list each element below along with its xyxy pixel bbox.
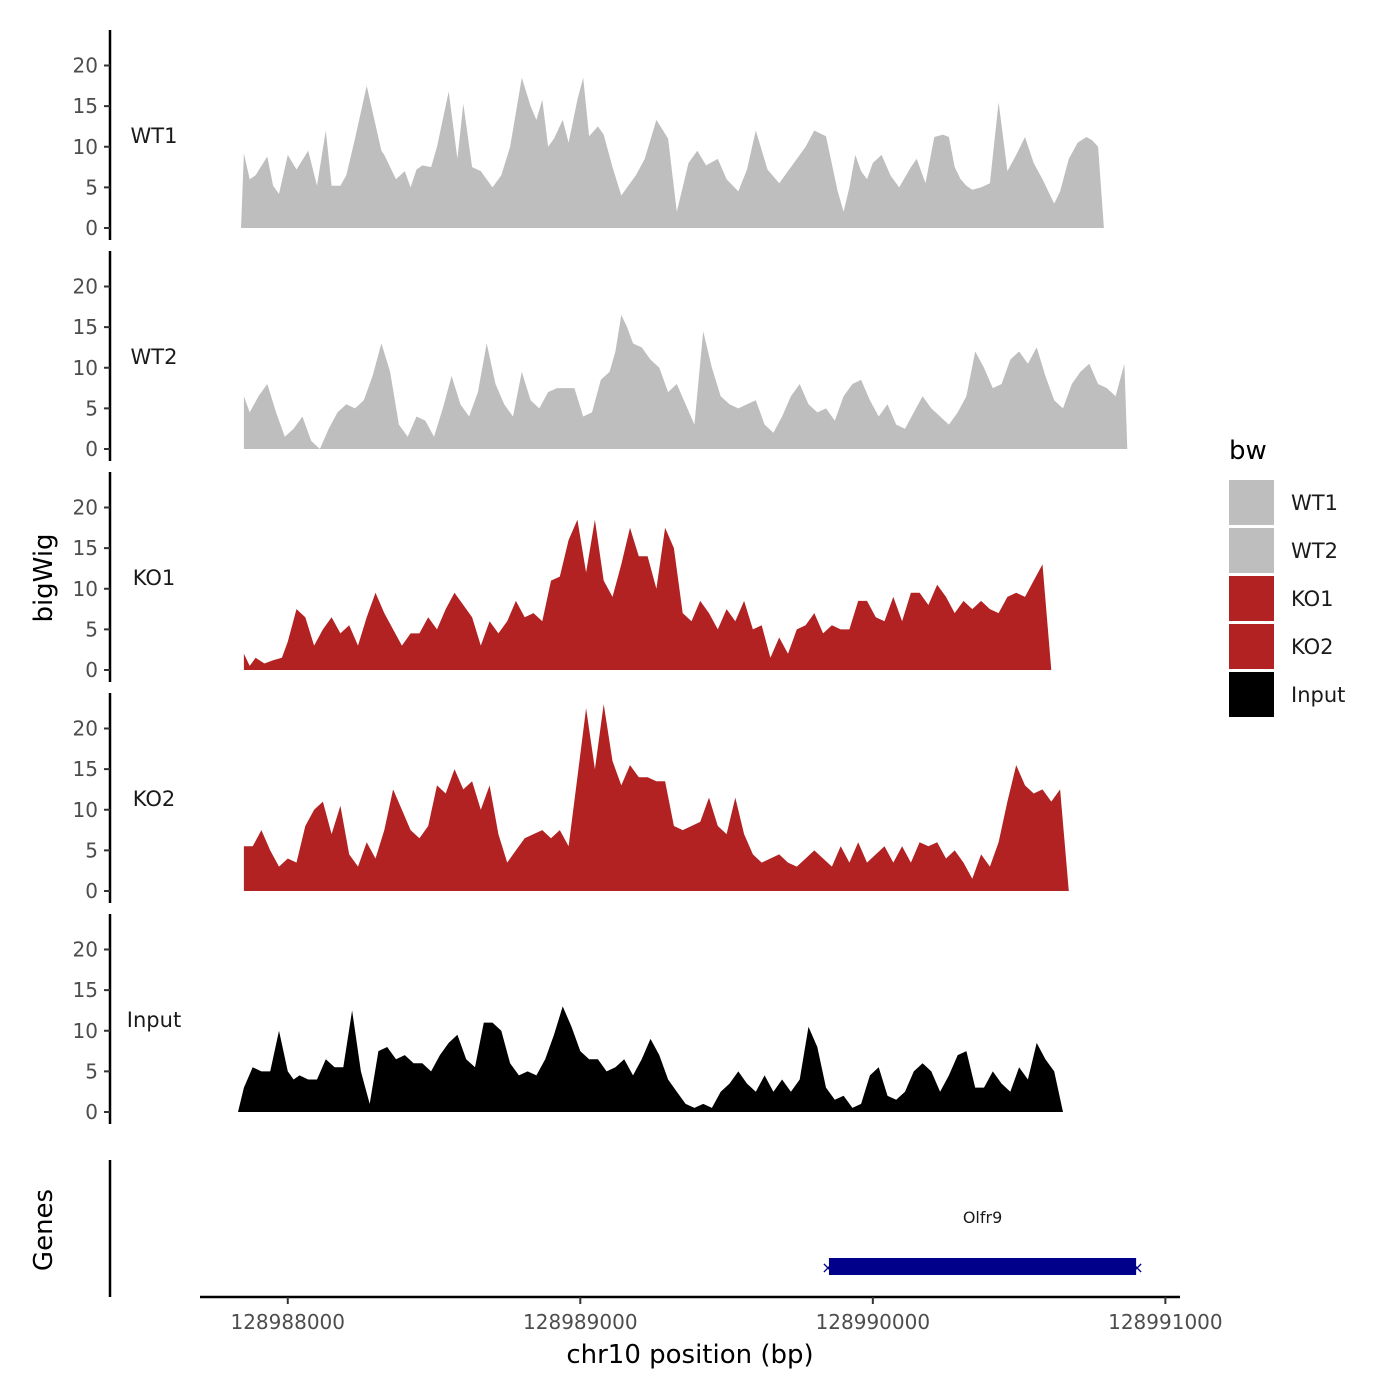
genes-panel-title: Genes (29, 1189, 59, 1271)
legend-swatch (1229, 480, 1274, 525)
legend-label: WT2 (1291, 539, 1338, 563)
y-tick-label: 15 (73, 978, 98, 1002)
legend-swatch (1229, 528, 1274, 573)
y-tick-label: 0 (85, 437, 98, 461)
legend-swatch (1229, 576, 1274, 621)
gene-body (828, 1258, 1137, 1275)
x-axis-title: chr10 position (bp) (566, 1340, 813, 1370)
y-tick-label: 20 (73, 496, 98, 520)
gene-olfr9: Olfr9 × × (821, 1208, 1144, 1277)
legend-title: bw (1229, 436, 1267, 466)
legend-swatch (1229, 672, 1274, 717)
signal-tracks: 0 5 10 15 20 WT1 0 5 10 15 20 WT2 0 5 10 15 20 KO1 0 5 10 15 2… (73, 30, 1128, 1124)
y-tick-label: 10 (73, 798, 98, 822)
y-tick-label: 15 (73, 94, 98, 118)
x-tick-label: 128988000 (230, 1310, 345, 1334)
track-label: WT2 (131, 345, 178, 369)
y-tick-label: 5 (85, 617, 98, 641)
y-tick-label: 20 (73, 275, 98, 299)
y-tick-label: 0 (85, 879, 98, 903)
legend: bw WT1 WT2 KO1 KO2 Input (1229, 436, 1345, 717)
legend-item-ko1: KO1 (1229, 576, 1334, 621)
y-tick-label: 10 (73, 135, 98, 159)
y-tick-label: 20 (73, 938, 98, 962)
legend-label: WT1 (1291, 491, 1338, 515)
y-tick-label: 15 (73, 757, 98, 781)
y-tick-label: 20 (73, 54, 98, 78)
legend-label: KO1 (1291, 587, 1334, 611)
track-label: Input (127, 1008, 181, 1032)
track-ko1: 0 5 10 15 20 KO1 (73, 472, 1128, 682)
legend-label: Input (1291, 683, 1345, 707)
genes-panel: Olfr9 × × (108, 1160, 1144, 1297)
x-tick-label: 128989000 (523, 1310, 638, 1334)
legend-swatch (1229, 624, 1274, 669)
gene-label: Olfr9 (963, 1208, 1002, 1227)
area-wt1 (241, 77, 1128, 228)
area-ko2 (243, 704, 1128, 891)
y-axis-title: bigWig (29, 533, 59, 622)
y-tick-label: 15 (73, 536, 98, 560)
track-ko2: 0 5 10 15 20 KO2 (73, 693, 1128, 903)
y-tick-label: 0 (85, 216, 98, 240)
x-tick-label: 128991000 (1108, 1310, 1223, 1334)
track-label: WT1 (131, 124, 178, 148)
y-tick-label: 0 (85, 1100, 98, 1124)
legend-label: KO2 (1291, 635, 1334, 659)
y-tick-label: 15 (73, 315, 98, 339)
legend-item-wt2: WT2 (1229, 528, 1338, 573)
strand-marker: × (1130, 1258, 1143, 1277)
y-tick-label: 0 (85, 658, 98, 682)
legend-item-ko2: KO2 (1229, 624, 1334, 669)
area-input (238, 1006, 1128, 1112)
track-wt1: 0 5 10 15 20 WT1 (73, 30, 1128, 240)
y-tick-label: 5 (85, 838, 98, 862)
strand-marker: × (821, 1258, 834, 1277)
y-tick-label: 10 (73, 577, 98, 601)
track-label: KO2 (133, 787, 176, 811)
area-ko1 (243, 519, 1128, 670)
x-tick-label: 128990000 (816, 1310, 931, 1334)
y-tick-label: 5 (85, 175, 98, 199)
track-label: KO1 (133, 566, 176, 590)
legend-item-input: Input (1229, 672, 1345, 717)
legend-item-wt1: WT1 (1229, 480, 1338, 525)
x-axis: 128988000 128989000 128990000 128991000 (200, 1295, 1223, 1334)
y-tick-label: 5 (85, 1059, 98, 1083)
track-input: 0 5 10 15 20 Input (73, 914, 1128, 1124)
y-tick-label: 5 (85, 396, 98, 420)
y-tick-label: 20 (73, 717, 98, 741)
track-wt2: 0 5 10 15 20 WT2 (73, 251, 1128, 461)
y-tick-label: 10 (73, 1019, 98, 1043)
area-wt2 (243, 314, 1128, 449)
y-tick-label: 10 (73, 356, 98, 380)
